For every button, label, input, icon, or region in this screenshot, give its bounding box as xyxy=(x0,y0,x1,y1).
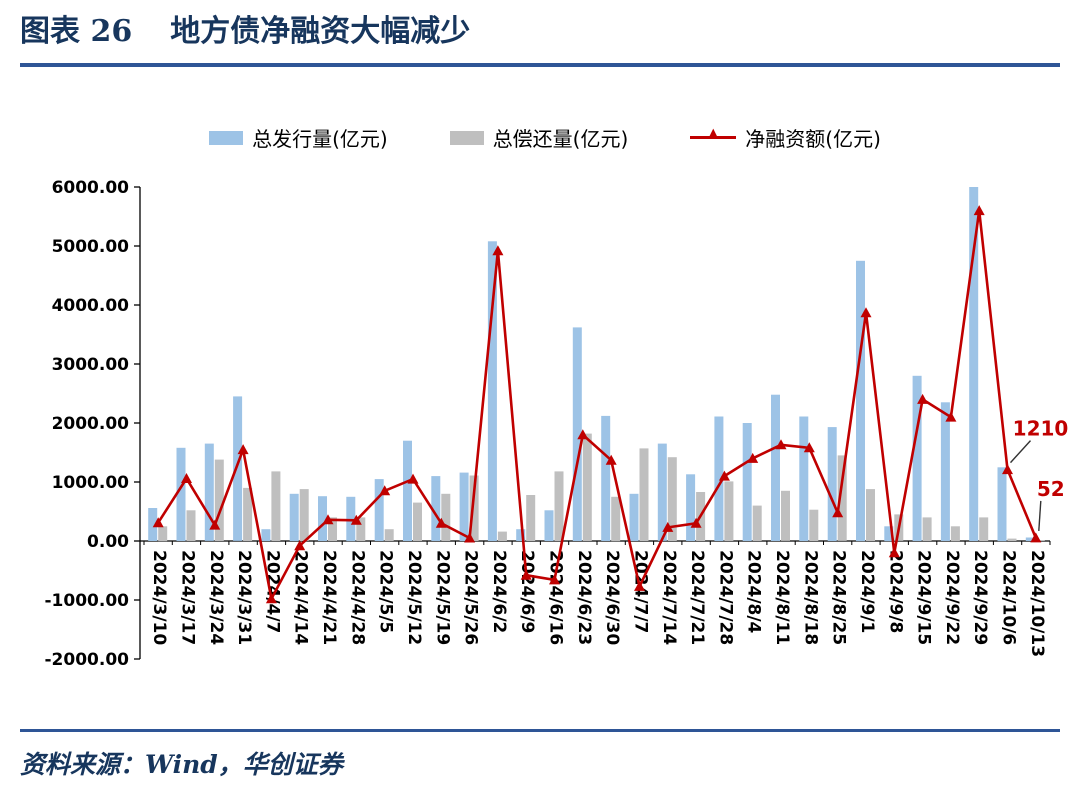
svg-text:2024/8/4: 2024/8/4 xyxy=(744,550,764,634)
net-financing-line-swatch: ▲ xyxy=(690,127,737,140)
svg-text:2024/4/14: 2024/4/14 xyxy=(291,550,311,645)
title-underline xyxy=(20,63,1060,67)
svg-text:2024/3/31: 2024/3/31 xyxy=(234,550,254,645)
svg-text:2024/9/29: 2024/9/29 xyxy=(970,550,990,645)
chart-canvas: -2000.00 -1000.00 0.00 1000.00 2000.00 3000.0… xyxy=(45,178,1069,670)
svg-text:52: 52 xyxy=(1037,477,1065,501)
chart-title: 图表 26 地方债净融资大幅减少 xyxy=(20,14,1060,50)
chart-area: -2000.00 -1000.00 0.00 1000.00 2000.00 3000.0… xyxy=(20,164,1069,699)
repayment-bar-swatch xyxy=(449,130,484,145)
svg-text:2024/6/9: 2024/6/9 xyxy=(517,550,537,633)
svg-text:2024/5/26: 2024/5/26 xyxy=(461,550,481,645)
svg-text:4000.00: 4000.00 xyxy=(52,296,130,316)
svg-text:3000.00: 3000.00 xyxy=(52,355,130,375)
svg-text:1210: 1210 xyxy=(1013,417,1069,441)
footer-rule xyxy=(20,729,1060,732)
svg-text:2024/8/11: 2024/8/11 xyxy=(772,550,792,645)
legend-item-total-repayment: 总偿还量(亿元) xyxy=(449,123,629,152)
svg-text:2024/6/2: 2024/6/2 xyxy=(489,550,509,633)
chart-footer: 资料来源：Wind，华创证券 xyxy=(0,729,1080,781)
svg-text:1000.00: 1000.00 xyxy=(52,473,130,493)
svg-text:2024/9/22: 2024/9/22 xyxy=(942,550,962,645)
svg-text:2024/3/24: 2024/3/24 xyxy=(206,550,226,645)
svg-text:-1000.00: -1000.00 xyxy=(45,591,130,611)
svg-text:2024/4/21: 2024/4/21 xyxy=(319,550,339,645)
svg-text:2024/7/21: 2024/7/21 xyxy=(687,550,707,645)
svg-text:2024/5/12: 2024/5/12 xyxy=(404,550,424,645)
source-text: 资料来源：Wind，华创证券 xyxy=(20,750,343,779)
svg-text:2024/7/14: 2024/7/14 xyxy=(659,550,679,645)
svg-text:2024/9/15: 2024/9/15 xyxy=(914,550,934,645)
title-text: 地方债净融资大幅减少 xyxy=(170,14,471,49)
legend-label-net: 净融资额(亿元) xyxy=(745,127,881,151)
svg-text:0.00: 0.00 xyxy=(87,532,129,552)
legend-label-issuance: 总发行量(亿元) xyxy=(252,127,388,151)
svg-text:-2000.00: -2000.00 xyxy=(45,650,130,670)
svg-text:2024/5/19: 2024/5/19 xyxy=(432,550,452,645)
svg-text:2024/10/6: 2024/10/6 xyxy=(999,550,1019,645)
chart-header: 图表 26 地方债净融资大幅减少 xyxy=(0,0,1080,67)
svg-text:2024/8/18: 2024/8/18 xyxy=(800,550,820,645)
svg-text:2024/9/8: 2024/9/8 xyxy=(885,550,905,633)
svg-text:5000.00: 5000.00 xyxy=(52,237,130,257)
triangle-marker-icon: ▲ xyxy=(708,126,719,141)
svg-text:2024/9/1: 2024/9/1 xyxy=(857,550,877,633)
svg-text:6000.00: 6000.00 xyxy=(52,178,130,198)
svg-text:2024/4/28: 2024/4/28 xyxy=(347,550,367,645)
issuance-bar-swatch xyxy=(209,130,244,145)
chart-legend: 总发行量(亿元) 总偿还量(亿元) ▲ 净融资额(亿元) xyxy=(0,123,1080,152)
svg-text:2024/6/16: 2024/6/16 xyxy=(546,550,566,645)
legend-label-repayment: 总偿还量(亿元) xyxy=(492,127,629,151)
svg-text:2024/6/23: 2024/6/23 xyxy=(574,550,594,645)
svg-text:2024/5/5: 2024/5/5 xyxy=(376,550,396,633)
legend-item-total-issuance: 总发行量(亿元) xyxy=(209,123,388,152)
svg-text:2024/3/17: 2024/3/17 xyxy=(178,550,198,645)
svg-text:2000.00: 2000.00 xyxy=(52,414,130,434)
svg-text:2024/10/13: 2024/10/13 xyxy=(1027,550,1047,657)
legend-item-net-financing: ▲ 净融资额(亿元) xyxy=(690,123,881,152)
svg-text:2024/6/30: 2024/6/30 xyxy=(602,550,622,645)
figure-number: 图表 26 xyxy=(20,14,133,49)
svg-text:2024/3/10: 2024/3/10 xyxy=(149,550,169,645)
svg-text:2024/7/28: 2024/7/28 xyxy=(715,550,735,645)
svg-text:2024/8/25: 2024/8/25 xyxy=(829,550,849,645)
